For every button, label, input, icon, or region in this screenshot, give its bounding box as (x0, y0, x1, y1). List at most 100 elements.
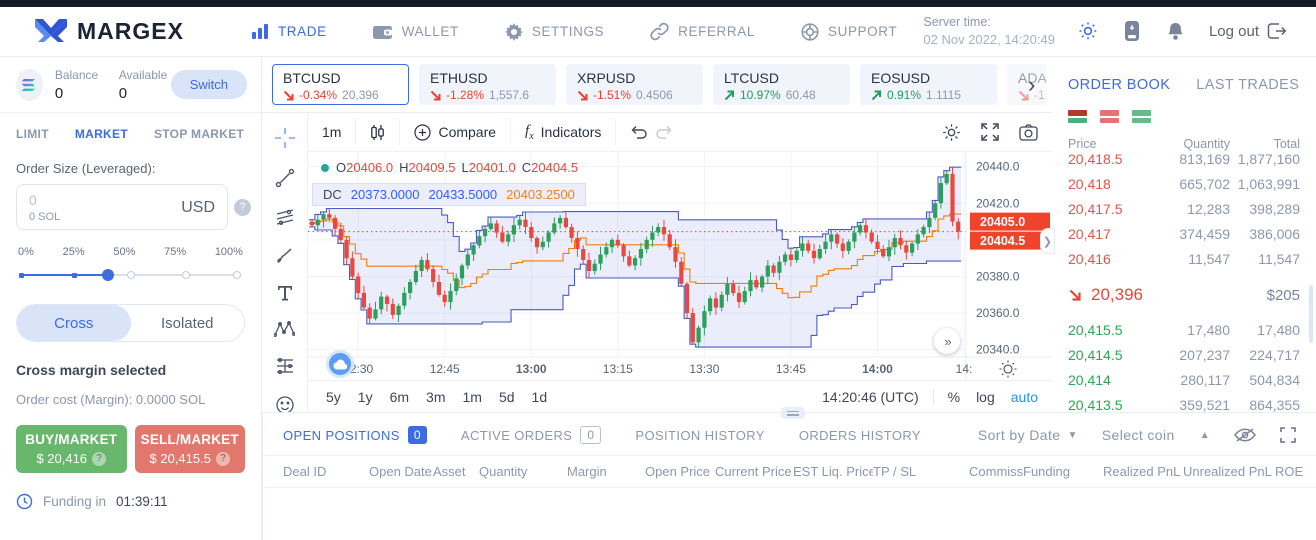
total-cell: 1,063,991 (1237, 175, 1300, 192)
expand-panel-icon[interactable] (1280, 427, 1296, 443)
order-tab-limit[interactable]: LIMIT (16, 127, 49, 141)
screenshot-camera-icon[interactable] (1019, 123, 1038, 142)
nav-item-referral[interactable]: REFERRAL (650, 22, 755, 41)
scroll-to-recent-icon[interactable]: » (934, 328, 960, 354)
mobile-app-icon[interactable] (1121, 20, 1143, 42)
sell-market-button[interactable]: SELL/MARKET $ 20,415.5? (134, 425, 245, 473)
nav-item-support[interactable]: SUPPORT (801, 22, 897, 41)
orderbook-last-price[interactable]: 20,396 $205 (1068, 285, 1300, 305)
panel-resize-handle[interactable] (781, 407, 805, 419)
pattern-tool-icon[interactable] (274, 321, 296, 337)
hide-balances-eye-icon[interactable] (1234, 428, 1256, 442)
fib-tool-icon[interactable] (274, 207, 296, 227)
svg-text:13:45: 13:45 (776, 362, 806, 376)
range-5y[interactable]: 5y (326, 388, 341, 405)
range-5d[interactable]: 5d (498, 388, 515, 405)
redo-icon[interactable] (655, 125, 673, 139)
undo-icon[interactable] (630, 125, 648, 139)
range-1d[interactable]: 1d (531, 388, 548, 405)
margin-mode-cross[interactable]: Cross (17, 305, 131, 341)
positions-tab-orders-history[interactable]: ORDERS HISTORY (799, 428, 921, 443)
view-bids-icon[interactable] (1132, 110, 1151, 123)
ticker-xrpusd[interactable]: XRPUSD -1.51% 0.4506 (566, 64, 703, 105)
brush-tool-icon[interactable] (274, 246, 296, 265)
positions-tab-open-positions[interactable]: OPEN POSITIONS 0 (283, 426, 427, 444)
switch-coin-button[interactable]: Switch (170, 70, 248, 99)
slider-dot-100[interactable] (233, 271, 241, 279)
orderbook-ask-row[interactable]: 20,416 11,547 11,547 (1068, 246, 1300, 271)
ticker-eosusd[interactable]: EOSUSD 0.91% 1.1115 (860, 64, 997, 105)
column-header-realized-pnl: Realized PnL (1103, 464, 1181, 479)
order-size-input[interactable]: 0 0 SOL USD (16, 184, 228, 230)
sort-by-date-dropdown[interactable]: Sort by Date ▼ (977, 427, 1078, 443)
donchian-legend[interactable]: DC 20373.0000 20433.5000 20403.2500 (312, 183, 586, 206)
ticker-ethusd[interactable]: ETHUSD -1.28% 1,557.6 (419, 64, 556, 105)
slider-dot-50[interactable] (126, 271, 135, 279)
ticker-btcusd[interactable]: BTCUSD -0.34% 20,396 (272, 64, 409, 105)
interval-selector[interactable]: 1m (308, 119, 357, 145)
nav-item-settings[interactable]: SETTINGS (504, 22, 604, 41)
range-1m[interactable]: 1m (462, 388, 482, 405)
ticker-ltcusd[interactable]: LTCUSD 10.97% 60.48 (713, 64, 850, 105)
buy-market-button[interactable]: BUY/MARKET $ 20,416? (16, 425, 127, 473)
notifications-bell-icon[interactable] (1165, 20, 1187, 42)
position-tool-icon[interactable] (274, 356, 296, 376)
theme-sun-icon[interactable] (1077, 20, 1099, 42)
view-asks-icon[interactable] (1100, 110, 1119, 123)
margex-logo[interactable]: MARGEX (34, 17, 184, 47)
orderbook-header-quantity: Quantity (1183, 137, 1230, 151)
solana-icon[interactable] (16, 68, 43, 101)
orderbook-tab-order-book[interactable]: ORDER BOOK (1068, 77, 1171, 93)
range-3m[interactable]: 3m (426, 388, 446, 405)
orderbook-bid-row[interactable]: 20,415.5 17,480 17,480 (1068, 317, 1300, 342)
slider-dot-25[interactable] (72, 272, 78, 278)
orderbook-bid-row[interactable]: 20,413.5 359,521 864,355 (1068, 392, 1300, 417)
logout-button[interactable]: Log out (1209, 23, 1286, 40)
range-1y[interactable]: 1y (357, 388, 373, 405)
sell-help-icon[interactable]: ? (215, 451, 230, 466)
orderbook-ask-row[interactable]: 20,417 374,459 386,006 (1068, 221, 1300, 246)
auto-scale-button[interactable]: auto (1010, 388, 1038, 405)
orderbook-bid-row[interactable]: 20,414.5 207,237 224,717 (1068, 342, 1300, 367)
text-tool-icon[interactable] (274, 284, 296, 302)
positions-tab-active-orders[interactable]: ACTIVE ORDERS 0 (461, 426, 602, 444)
chart-style-button[interactable] (356, 119, 401, 145)
orderbook-ask-row[interactable]: 20,418 665,702 1,063,991 (1068, 171, 1300, 196)
chart-settings-gear-icon[interactable] (942, 123, 961, 142)
trendline-tool-icon[interactable] (274, 168, 296, 188)
available-block: Available 0 (119, 68, 171, 102)
crosshair-tool-icon[interactable] (274, 127, 296, 149)
bars-icon (251, 24, 269, 39)
order-size-slider[interactable] (19, 268, 241, 282)
slider-handle[interactable] (102, 269, 115, 281)
order-tab-stop-market[interactable]: STOP MARKET (153, 127, 245, 141)
compare-button[interactable]: Compare (400, 119, 512, 145)
positions-tab-position-history[interactable]: POSITION HISTORY (635, 428, 764, 443)
nav-item-wallet[interactable]: WALLET (372, 22, 459, 41)
buy-help-icon[interactable]: ? (92, 451, 107, 466)
slider-dot-75[interactable] (181, 271, 190, 279)
orderbook-ask-row[interactable]: 20,418.5 813,169 1,877,160 (1068, 153, 1300, 171)
quantity-cell: 207,237 (1179, 346, 1230, 363)
candlestick-chart[interactable]: 20440.020420.020400.020380.020360.020340… (308, 152, 1052, 380)
orderbook-ask-row[interactable]: 20,417.5 12,283 398,289 (1068, 196, 1300, 221)
select-coin-dropdown[interactable]: Select coin ▲ (1101, 427, 1210, 443)
collapse-orderbook-chevron[interactable]: ❯ (1040, 228, 1055, 254)
order-tab-market[interactable]: MARKET (74, 127, 128, 141)
slider-dot-0[interactable] (19, 272, 24, 278)
order-size-help-icon[interactable]: ? (234, 198, 251, 216)
fullscreen-icon[interactable] (981, 123, 999, 142)
cloud-sync-icon[interactable] (326, 350, 354, 378)
percent-scale-button[interactable]: % (947, 388, 961, 405)
nav-item-trade[interactable]: TRADE (251, 22, 327, 41)
orderbook-tab-last-trades[interactable]: LAST TRADES (1196, 77, 1300, 93)
orderbook-scrollbar[interactable] (1309, 285, 1313, 343)
view-both-icon[interactable] (1068, 110, 1087, 123)
orderbook-bid-row[interactable]: 20,414 280,117 504,834 (1068, 367, 1300, 392)
chart-plot-area[interactable]: 20440.020420.020400.020380.020360.020340… (308, 152, 1052, 380)
indicators-button[interactable]: fx Indicators (511, 119, 617, 145)
margin-mode-isolated[interactable]: Isolated (160, 314, 214, 332)
range-6m[interactable]: 6m (389, 388, 410, 405)
chart-clock[interactable]: 14:20:46 (UTC) (822, 388, 919, 405)
log-scale-button[interactable]: log (976, 388, 995, 405)
